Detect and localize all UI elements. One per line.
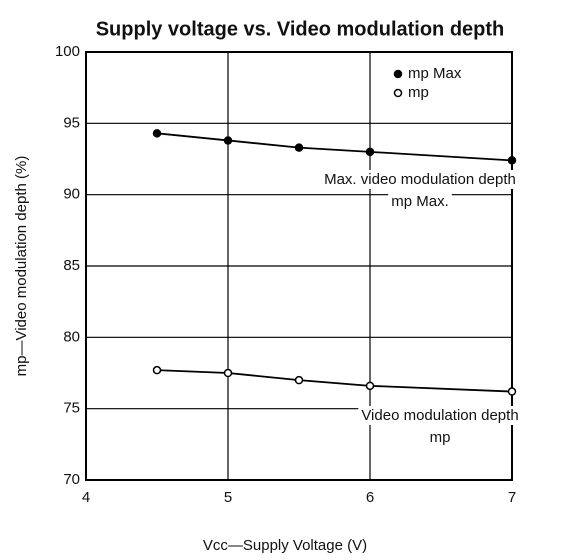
data-point: [223, 368, 233, 378]
y-tick-label: 100: [55, 43, 80, 60]
x-tick-label: 6: [366, 489, 374, 506]
legend-marker: [393, 69, 403, 79]
y-tick-label: 90: [63, 186, 80, 203]
chart-title: Supply voltage vs. Video modulation dept…: [96, 18, 505, 40]
y-tick-label: 80: [63, 328, 80, 345]
x-tick-label: 5: [224, 489, 232, 506]
y-tick-label: 85: [63, 257, 80, 274]
data-point: [152, 365, 162, 375]
legend-label: mp Max: [408, 65, 462, 82]
annotation-background: [358, 405, 522, 425]
y-tick-label: 95: [63, 114, 80, 131]
series-line: [156, 132, 513, 162]
x-axis-label: Vcc—Supply Voltage (V): [203, 537, 367, 554]
y-tick-label: 75: [63, 400, 80, 417]
y-tick-label: 70: [63, 471, 80, 488]
annotation-background: [426, 427, 454, 447]
data-point: [223, 136, 233, 145]
data-point: [294, 143, 304, 152]
annotation: Max. video modulation depth: [324, 171, 516, 188]
annotation-background: [388, 191, 452, 211]
data-point: [507, 387, 517, 396]
data-point: [152, 129, 162, 138]
x-tick-label: 4: [82, 489, 90, 506]
plot-frame: [85, 51, 513, 481]
data-point: [365, 381, 375, 391]
legend-marker: [393, 88, 403, 98]
legend-label: mp: [408, 84, 429, 101]
annotation: Video modulation depth: [361, 407, 518, 424]
data-point: [507, 156, 517, 165]
data-point: [365, 147, 375, 157]
annotation-background: [321, 169, 519, 189]
x-tick-label: 7: [508, 489, 516, 506]
series-line: [156, 369, 513, 393]
data-point: [294, 375, 304, 385]
annotation: mp: [430, 429, 451, 446]
annotation: mp Max.: [391, 193, 449, 210]
y-axis-label: mp—Video modulation depth (%): [13, 156, 30, 377]
